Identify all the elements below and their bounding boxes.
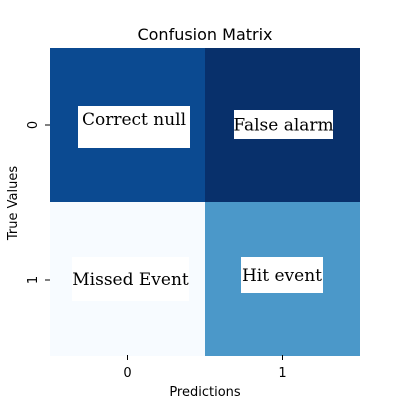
x-axis: 0 1 Predictions	[123, 355, 287, 400]
cell-label-box-0-0	[78, 106, 190, 148]
cell-annotations: Correct null False alarm Missed Event Hit e…	[72, 106, 334, 301]
cell-label-1-0: Missed Event	[72, 270, 189, 290]
cell-label-box-1-0	[72, 257, 189, 301]
x-tick-label-0: 0	[123, 366, 131, 381]
y-axis-label: True Values	[6, 166, 21, 241]
cell-label-0-0: Correct null	[82, 110, 186, 130]
chart-title: Confusion Matrix	[137, 25, 272, 44]
x-tick-label-1: 1	[278, 366, 286, 381]
y-axis: 0 1 True Values	[6, 121, 50, 284]
cell-label-1-1: Hit event	[242, 266, 322, 286]
heatmap-cells	[50, 48, 360, 356]
y-tick-label-1: 1	[26, 276, 41, 284]
cell-label-box-0-1	[234, 110, 333, 139]
cell-label-box-1-1	[241, 257, 323, 293]
y-tick-label-0: 0	[26, 121, 41, 129]
cell-label-0-1: False alarm	[233, 116, 333, 136]
x-axis-label: Predictions	[169, 385, 241, 400]
